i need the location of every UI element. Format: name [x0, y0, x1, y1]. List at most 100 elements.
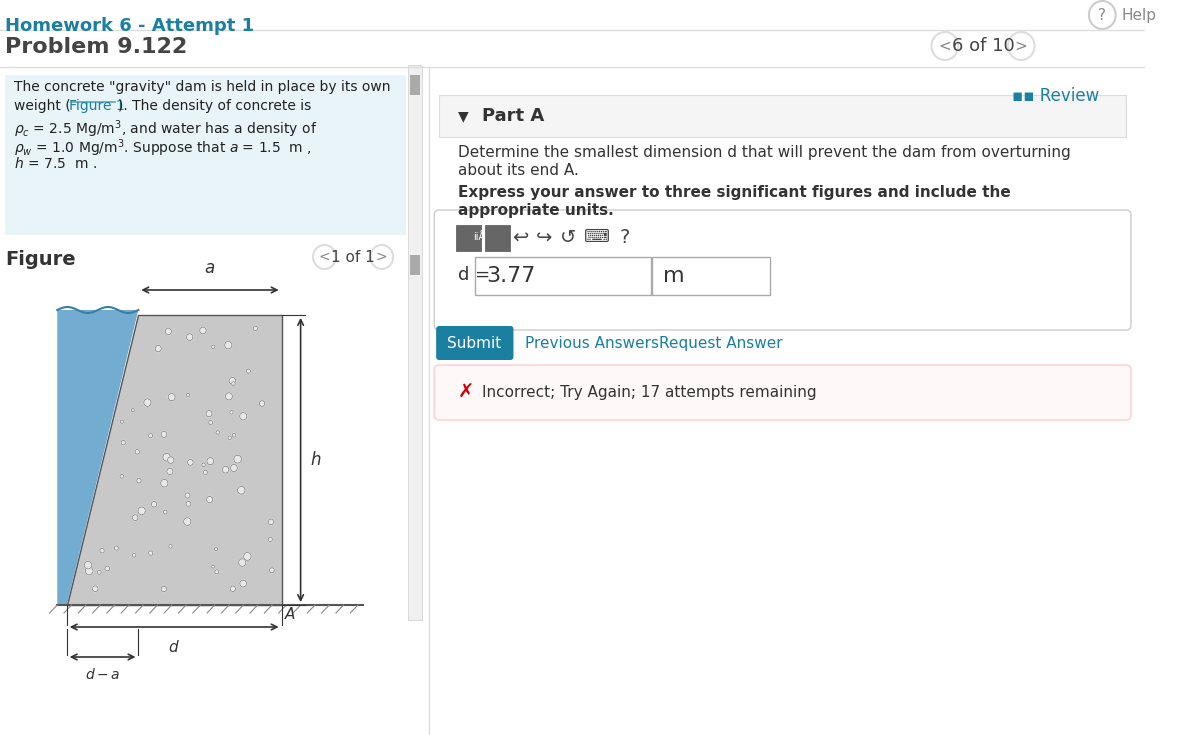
Circle shape — [215, 548, 217, 551]
Circle shape — [137, 478, 142, 483]
Circle shape — [240, 580, 246, 587]
Polygon shape — [58, 310, 138, 605]
Text: >: > — [376, 250, 388, 264]
FancyBboxPatch shape — [434, 365, 1130, 420]
Circle shape — [169, 545, 172, 548]
Circle shape — [149, 434, 152, 438]
Text: ✗: ✗ — [458, 382, 474, 401]
Circle shape — [161, 479, 168, 487]
Circle shape — [161, 431, 167, 437]
Text: ↪: ↪ — [536, 228, 552, 246]
Circle shape — [234, 455, 241, 463]
Text: Homework 6 - Attempt 1: Homework 6 - Attempt 1 — [5, 17, 254, 35]
Text: $h$ = 7.5  m .: $h$ = 7.5 m . — [14, 156, 97, 171]
Text: >: > — [1015, 38, 1027, 54]
Text: ▪▪ Review: ▪▪ Review — [1012, 87, 1099, 105]
Circle shape — [167, 468, 173, 475]
Text: iiÅ: iiÅ — [473, 232, 485, 242]
FancyBboxPatch shape — [439, 95, 1126, 137]
Text: 1 of 1: 1 of 1 — [331, 249, 374, 265]
Circle shape — [215, 570, 218, 574]
Text: Help: Help — [1121, 7, 1157, 23]
Circle shape — [202, 463, 205, 467]
Circle shape — [230, 465, 238, 472]
Text: ↺: ↺ — [559, 228, 576, 246]
Circle shape — [206, 496, 212, 503]
Circle shape — [132, 514, 138, 520]
Circle shape — [246, 369, 251, 373]
Text: $d - a$: $d - a$ — [85, 667, 120, 682]
Text: ↩: ↩ — [512, 228, 528, 246]
Text: about its end A.: about its end A. — [458, 163, 578, 178]
Circle shape — [168, 393, 175, 401]
Text: $\rho_c$ = 2.5 Mg/m$^3$, and water has a density of: $\rho_c$ = 2.5 Mg/m$^3$, and water has a… — [14, 118, 318, 140]
Circle shape — [240, 412, 247, 420]
Circle shape — [187, 459, 193, 465]
Text: Figure 1: Figure 1 — [68, 99, 125, 113]
Circle shape — [228, 436, 232, 440]
Text: $d$: $d$ — [168, 639, 180, 655]
Circle shape — [211, 565, 215, 568]
Text: Incorrect; Try Again; 17 attempts remaining: Incorrect; Try Again; 17 attempts remain… — [482, 384, 816, 400]
Circle shape — [104, 566, 109, 571]
Text: Request Answer: Request Answer — [659, 335, 782, 351]
FancyBboxPatch shape — [475, 257, 650, 295]
Text: <: < — [319, 250, 330, 264]
Text: A: A — [284, 607, 295, 622]
Circle shape — [259, 401, 265, 406]
Circle shape — [151, 501, 157, 507]
FancyBboxPatch shape — [408, 65, 422, 620]
Circle shape — [229, 411, 233, 414]
Circle shape — [222, 466, 229, 473]
Circle shape — [224, 342, 232, 349]
Text: m: m — [664, 266, 685, 286]
Text: $h$: $h$ — [310, 451, 322, 469]
Circle shape — [206, 458, 214, 465]
FancyBboxPatch shape — [436, 326, 514, 360]
Circle shape — [270, 568, 274, 573]
Circle shape — [131, 409, 134, 412]
Circle shape — [92, 586, 98, 592]
Circle shape — [184, 517, 191, 526]
Polygon shape — [67, 315, 282, 605]
Text: ). The density of concrete is: ). The density of concrete is — [119, 99, 312, 113]
Text: ⌨: ⌨ — [583, 228, 610, 246]
Circle shape — [203, 470, 208, 475]
Circle shape — [238, 487, 245, 494]
Text: Figure: Figure — [5, 250, 76, 269]
Circle shape — [269, 519, 274, 525]
Circle shape — [166, 328, 172, 334]
Circle shape — [161, 587, 167, 592]
Circle shape — [233, 434, 236, 437]
Circle shape — [186, 393, 190, 397]
Circle shape — [100, 548, 104, 553]
Text: Part A: Part A — [482, 107, 545, 125]
Circle shape — [132, 553, 136, 557]
Text: The concrete "gravity" dam is held in place by its own: The concrete "gravity" dam is held in pl… — [14, 80, 391, 94]
Circle shape — [120, 420, 124, 423]
Circle shape — [268, 537, 272, 542]
Circle shape — [211, 345, 215, 348]
Circle shape — [244, 553, 251, 560]
Text: Problem 9.122: Problem 9.122 — [5, 37, 187, 57]
Circle shape — [85, 567, 92, 575]
Text: d =: d = — [458, 266, 491, 284]
FancyBboxPatch shape — [410, 255, 420, 275]
Circle shape — [121, 440, 125, 445]
Circle shape — [216, 431, 220, 434]
Circle shape — [144, 399, 151, 406]
Circle shape — [168, 456, 174, 463]
Text: <: < — [938, 38, 952, 54]
FancyBboxPatch shape — [410, 75, 420, 95]
Circle shape — [97, 570, 101, 574]
Circle shape — [120, 474, 124, 478]
Circle shape — [163, 510, 167, 514]
FancyBboxPatch shape — [456, 225, 481, 251]
Circle shape — [155, 345, 161, 352]
Circle shape — [136, 450, 139, 454]
Text: Express your answer to three significant figures and include the: Express your answer to three significant… — [458, 185, 1010, 200]
Circle shape — [186, 334, 193, 340]
Circle shape — [232, 381, 235, 385]
Text: 3.77: 3.77 — [487, 266, 536, 286]
Text: ?: ? — [620, 228, 630, 246]
